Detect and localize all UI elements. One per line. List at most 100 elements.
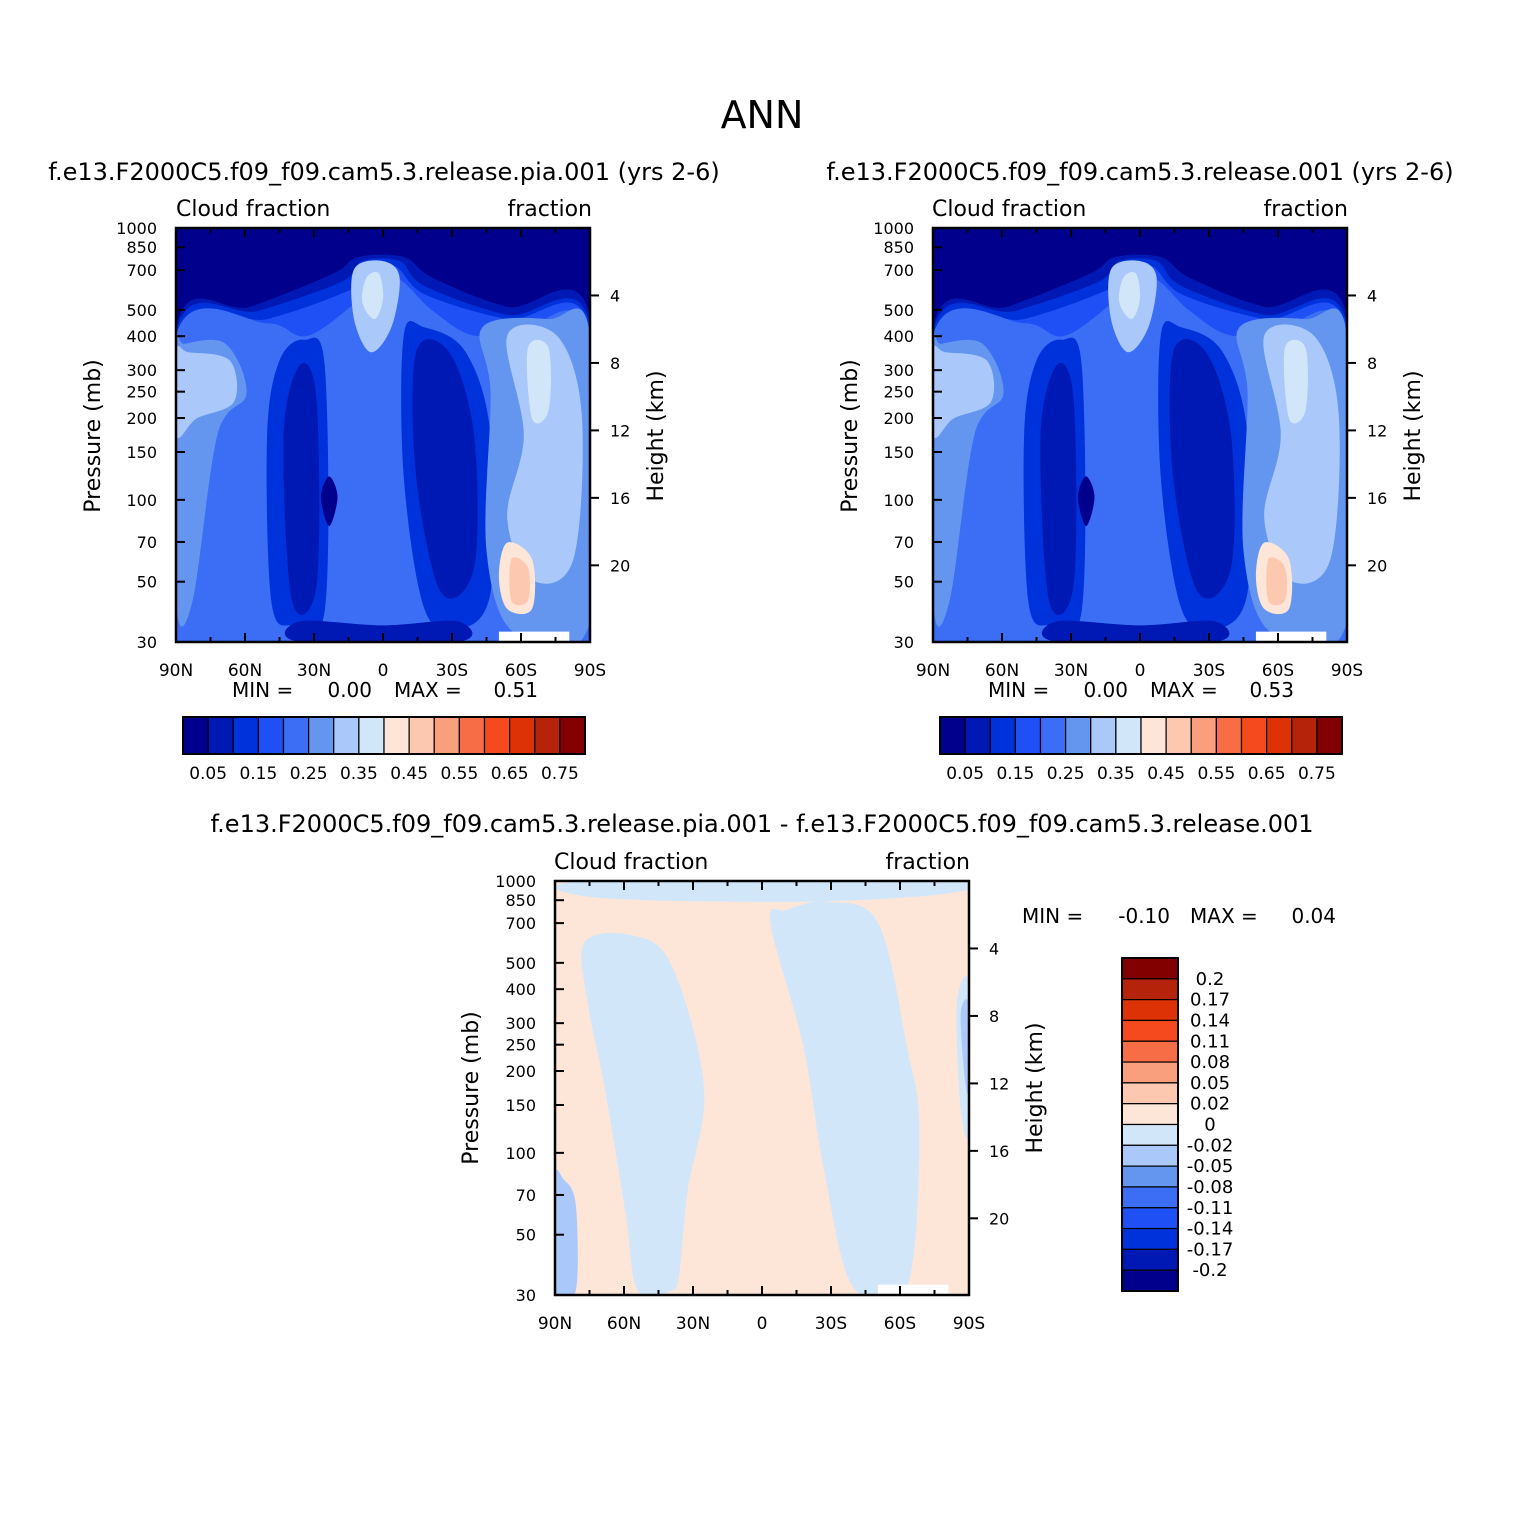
colorbar-box bbox=[308, 716, 335, 755]
colorbar-label: -0.14 bbox=[1187, 1219, 1234, 1240]
contour-fills bbox=[176, 228, 590, 642]
contour-fill-9 bbox=[1077, 476, 1095, 527]
y-tick-label: 70 bbox=[137, 533, 157, 552]
y2-tick-label: 8 bbox=[989, 1007, 999, 1026]
panel-1-min-label: MIN = bbox=[232, 678, 293, 702]
colorbar-label: -0.17 bbox=[1187, 1239, 1234, 1260]
y-tick-label: 30 bbox=[137, 633, 157, 652]
colorbar-box bbox=[1215, 716, 1243, 755]
colorbar-box bbox=[1121, 1144, 1179, 1167]
y-tick-label: 1000 bbox=[873, 219, 914, 238]
main-title: ANN bbox=[721, 93, 804, 137]
y-tick-label: 400 bbox=[505, 980, 536, 999]
panel-1-control: f.e13.F2000C5.f09_f09.cam5.3.release.pia… bbox=[48, 158, 719, 784]
panel-1-axes: 90N 60N 30N 0 30S 60S 90S 30 50 70 100 150 200 250 300… bbox=[116, 219, 630, 681]
x-tick-label: 30S bbox=[436, 661, 468, 681]
panel-1-left-label: Cloud fraction bbox=[176, 197, 330, 222]
colorbar-box bbox=[964, 716, 991, 755]
y-tick-label: 1000 bbox=[495, 872, 536, 891]
panel-1-max-value: 0.51 bbox=[493, 678, 538, 702]
colorbar-box bbox=[1140, 716, 1167, 755]
colorbar-box bbox=[1121, 1103, 1179, 1126]
colorbar-box bbox=[1121, 1186, 1179, 1209]
colorbar-box bbox=[1316, 716, 1343, 755]
colorbar-label: -0.05 bbox=[1187, 1156, 1234, 1177]
colorbar-box bbox=[1014, 716, 1042, 755]
y-tick-label: 500 bbox=[883, 301, 914, 320]
panel-3-max-value: 0.04 bbox=[1291, 904, 1336, 928]
y-tick-label: 50 bbox=[894, 573, 914, 592]
colorbar-label: 0.25 bbox=[290, 764, 328, 784]
y-tick-label: 30 bbox=[894, 633, 914, 652]
panel-3-min-value: -0.10 bbox=[1118, 904, 1170, 928]
colorbar-label: 0.65 bbox=[1248, 764, 1286, 784]
panel-2-max-value: 0.53 bbox=[1249, 678, 1294, 702]
contour-fill-13 bbox=[506, 324, 583, 584]
contour-fill-19 bbox=[1042, 620, 1230, 642]
panel-2-left-label: Cloud fraction bbox=[932, 197, 1086, 222]
colorbar-label: -0.11 bbox=[1187, 1198, 1234, 1219]
y-tick-label: 200 bbox=[505, 1062, 536, 1081]
colorbar-box bbox=[433, 716, 460, 755]
contour-fill-12 bbox=[933, 345, 995, 438]
panel-1-colorbar: 0.05 0.15 0.25 0.35 0.45 0.55 0.65 0.75 bbox=[182, 716, 586, 784]
y-tick-label: 50 bbox=[516, 1226, 536, 1245]
y-tick-label: 1000 bbox=[116, 219, 157, 238]
y-tick-label: 850 bbox=[126, 238, 157, 257]
y2-tick-label: 12 bbox=[1367, 421, 1387, 440]
colorbar-box bbox=[1291, 716, 1318, 755]
contour-fill-7 bbox=[283, 362, 320, 616]
y2-tick-label: 16 bbox=[989, 1142, 1009, 1161]
x-tick-label: 60S bbox=[884, 1314, 916, 1334]
colorbar-box bbox=[559, 716, 586, 755]
contour-fill-14 bbox=[526, 339, 551, 424]
contour-fill-6 bbox=[960, 999, 969, 1095]
contour-fill-7 bbox=[1040, 362, 1077, 616]
colorbar-frame bbox=[939, 716, 1343, 755]
x-tick-label: 30S bbox=[1193, 661, 1225, 681]
contour-fills bbox=[555, 881, 969, 1295]
panel-3-title: f.e13.F2000C5.f09_f09.cam5.3.release.pia… bbox=[210, 810, 1313, 838]
colorbar-label: -0.08 bbox=[1187, 1177, 1234, 1198]
colorbar-box bbox=[1121, 1061, 1179, 1084]
x-tick-label: 0 bbox=[757, 1314, 768, 1334]
colorbar-label: 0.55 bbox=[440, 764, 478, 784]
colorbar-frame bbox=[182, 716, 586, 755]
x-tick-label: 0 bbox=[1135, 661, 1146, 681]
contour-fill-8 bbox=[412, 339, 478, 599]
colorbar-box bbox=[182, 716, 209, 755]
colorbar-box bbox=[1121, 1165, 1179, 1188]
x-tick-label: 90S bbox=[953, 1314, 985, 1334]
contour-fill-18 bbox=[1118, 272, 1141, 320]
panel-3-left-label: Cloud fraction bbox=[554, 850, 708, 875]
x-tick-label: 90S bbox=[574, 661, 606, 681]
panel-2-axes: 90N 60N 30N 0 30S 60S 90S 30 50 70 100 150 200 250 300… bbox=[873, 219, 1387, 681]
y2-tick-label: 16 bbox=[1367, 489, 1387, 508]
panel-3-right-label: fraction bbox=[885, 850, 970, 875]
panel-1-y2label: Height (km) bbox=[644, 370, 669, 501]
contour-fill-18 bbox=[361, 272, 384, 320]
panel-3-plot-area bbox=[555, 881, 969, 1295]
y-tick-label: 70 bbox=[516, 1186, 536, 1205]
y-tick-label: 200 bbox=[126, 409, 157, 428]
y2-tick-label: 20 bbox=[610, 556, 630, 575]
panel-2-max-label: MAX = bbox=[1150, 678, 1218, 702]
colorbar-box bbox=[534, 716, 561, 755]
colorbar-label: 0.35 bbox=[1097, 764, 1135, 784]
colorbar-box bbox=[282, 716, 310, 755]
y-tick-label: 850 bbox=[883, 238, 914, 257]
panel-3-min-label: MIN = bbox=[1022, 904, 1083, 928]
y-tick-label: 400 bbox=[126, 327, 157, 346]
contour-fill-14 bbox=[1283, 339, 1308, 424]
x-tick-label: 90S bbox=[1331, 661, 1363, 681]
colorbar-box bbox=[1121, 1082, 1179, 1105]
y-tick-label: 50 bbox=[137, 573, 157, 592]
contour-fill-3 bbox=[555, 881, 969, 902]
y-tick-label: 700 bbox=[883, 261, 914, 280]
missing-data-patch bbox=[1255, 631, 1327, 642]
y-tick-label: 150 bbox=[126, 443, 157, 462]
y-tick-label: 500 bbox=[126, 301, 157, 320]
y-tick-label: 200 bbox=[883, 409, 914, 428]
panel-2-min-label: MIN = bbox=[988, 678, 1049, 702]
x-tick-label: 90N bbox=[916, 661, 950, 681]
